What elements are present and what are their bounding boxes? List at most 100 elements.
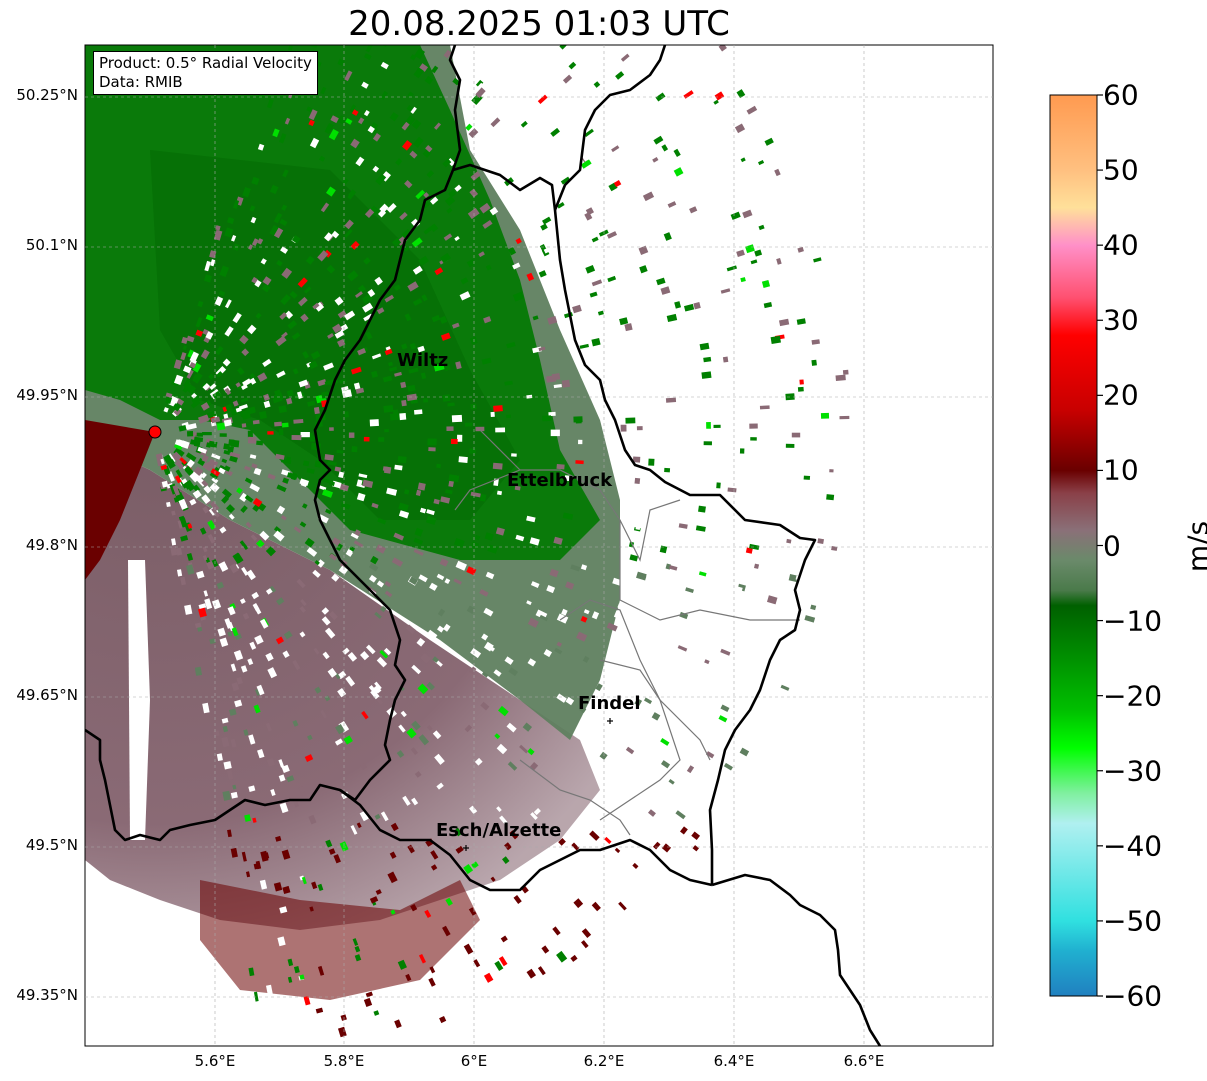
echo-speckle bbox=[679, 826, 688, 835]
echo-speckle bbox=[640, 377, 651, 386]
echo-speckle bbox=[313, 406, 320, 415]
echo-speckle bbox=[170, 545, 178, 556]
echo-speckle bbox=[317, 250, 329, 262]
lon-label: 6.6°E bbox=[843, 1052, 885, 1070]
echo-speckle bbox=[237, 367, 245, 376]
echo-speckle bbox=[216, 422, 226, 431]
echo-speckle bbox=[231, 627, 239, 637]
echo-speckle bbox=[813, 257, 822, 263]
echo-speckle bbox=[326, 186, 336, 197]
echo-speckle bbox=[187, 384, 197, 395]
echo-speckle bbox=[835, 374, 846, 381]
echo-speckle bbox=[386, 487, 398, 496]
echo-speckle bbox=[300, 599, 307, 607]
echo-speckle bbox=[496, 806, 502, 813]
echo-speckle bbox=[426, 509, 435, 516]
echo-speckle bbox=[410, 54, 417, 61]
echo-speckle bbox=[255, 312, 262, 319]
echo-speckle bbox=[298, 379, 309, 388]
echo-speckle bbox=[219, 637, 229, 648]
echo-speckle bbox=[732, 585, 743, 592]
echo-speckle bbox=[362, 479, 374, 488]
echo-speckle bbox=[705, 751, 715, 759]
echo-speckle bbox=[192, 374, 200, 381]
echo-speckle bbox=[361, 710, 369, 720]
echo-speckle bbox=[538, 270, 547, 278]
echo-speckle bbox=[498, 956, 508, 967]
echo-speckle bbox=[485, 264, 492, 271]
echo-speckle bbox=[673, 148, 681, 157]
lat-label: 49.65°N bbox=[16, 686, 78, 704]
echo-speckle bbox=[310, 350, 321, 360]
echo-speckle bbox=[206, 560, 215, 570]
echo-speckle bbox=[558, 837, 566, 846]
city-markers bbox=[463, 718, 613, 851]
echo-speckle bbox=[171, 451, 183, 463]
echo-speckle bbox=[463, 943, 474, 955]
echo-speckle bbox=[454, 184, 462, 192]
echo-speckle bbox=[430, 850, 439, 860]
echo-speckle bbox=[253, 467, 262, 476]
echo-speckle bbox=[182, 382, 192, 393]
echo-speckle bbox=[780, 684, 790, 691]
echo-speckle bbox=[227, 829, 232, 838]
echo-speckle bbox=[282, 169, 289, 178]
colorbar-tick-label: 60 bbox=[1103, 78, 1139, 112]
echo-speckle bbox=[394, 371, 402, 377]
echo-speckle bbox=[196, 469, 203, 476]
colorbar-tick-label: 20 bbox=[1103, 378, 1139, 412]
echo-speckle bbox=[182, 345, 187, 351]
echo-speckle bbox=[661, 633, 669, 641]
echo-speckle bbox=[278, 405, 287, 414]
echo-speckle bbox=[281, 331, 288, 339]
echo-speckle bbox=[201, 494, 211, 505]
echo-speckle bbox=[421, 294, 428, 302]
echo-speckle bbox=[537, 966, 546, 976]
echo-speckle bbox=[469, 805, 478, 815]
echo-speckle bbox=[425, 515, 437, 526]
echo-speckle bbox=[375, 544, 386, 554]
echo-speckle bbox=[189, 472, 200, 483]
echo-speckle bbox=[200, 472, 207, 479]
echo-speckle bbox=[785, 393, 795, 401]
echo-speckle bbox=[678, 523, 688, 529]
echo-speckle bbox=[386, 202, 397, 213]
echo-speckle bbox=[554, 79, 562, 87]
echo-speckle bbox=[375, 889, 382, 895]
echo-speckle bbox=[209, 383, 217, 391]
echo-speckle bbox=[343, 735, 353, 745]
echo-speckle bbox=[261, 283, 271, 293]
echo-speckle bbox=[223, 449, 231, 455]
echo-speckle bbox=[246, 569, 256, 581]
echo-speckle bbox=[334, 296, 344, 306]
echo-speckle bbox=[161, 480, 169, 488]
echo-speckle bbox=[407, 384, 416, 392]
echo-speckle bbox=[556, 641, 563, 647]
echo-speckle bbox=[225, 299, 232, 309]
echo-speckle bbox=[367, 125, 375, 134]
echo-speckle bbox=[492, 462, 503, 470]
echo-speckle bbox=[281, 849, 291, 860]
echo-speckle bbox=[382, 375, 393, 383]
echo-speckle bbox=[426, 170, 435, 178]
echo-speckle bbox=[420, 372, 427, 380]
echo-speckle bbox=[398, 724, 406, 733]
echo-speckle bbox=[226, 770, 234, 780]
echo-speckle bbox=[490, 411, 495, 417]
lat-label: 49.35°N bbox=[16, 986, 78, 1004]
echo-speckle bbox=[221, 458, 228, 464]
echo-speckle bbox=[306, 467, 315, 474]
city-label-findel: Findel bbox=[578, 693, 641, 714]
echo-speckle bbox=[205, 331, 214, 340]
echo-speckle bbox=[673, 167, 684, 177]
echo-speckle bbox=[669, 565, 678, 571]
echo-speckle bbox=[297, 277, 308, 288]
echo-speckle bbox=[229, 563, 239, 574]
lon-label: 6°E bbox=[460, 1052, 488, 1070]
echo-speckle bbox=[571, 842, 580, 851]
echo-speckle bbox=[529, 762, 539, 771]
echo-speckle bbox=[308, 814, 317, 825]
echo-speckle bbox=[347, 270, 359, 282]
echo-speckle bbox=[251, 591, 260, 600]
echo-speckle bbox=[267, 473, 276, 480]
